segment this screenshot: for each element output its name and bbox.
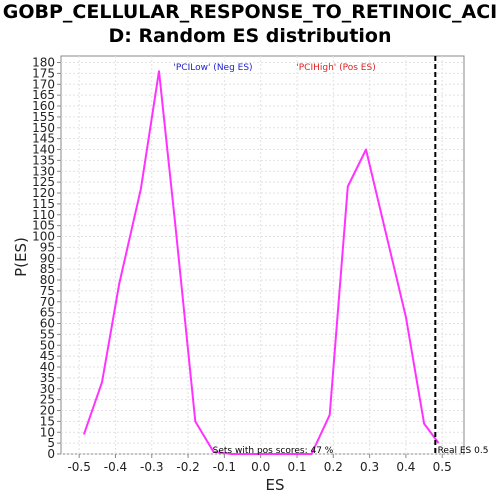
y-tick-label: 110 [32, 208, 55, 222]
x-tick-label: 0.2 [324, 460, 343, 474]
y-tick-label: 30 [40, 382, 55, 396]
pos-es-label: 'PCIHigh' (Pos ES) [296, 63, 375, 73]
y-tick-label: 0 [47, 447, 55, 461]
y-tick-label: 45 [40, 349, 55, 363]
plot-area [60, 55, 465, 455]
y-tick-label: 25 [40, 393, 55, 407]
y-tick-label: 20 [40, 404, 55, 418]
x-tick-label: 0.0 [251, 460, 270, 474]
y-tick-label: 40 [40, 360, 55, 374]
x-axis-ticks: -0.5 -0.4 -0.3 -0.2 -0.1 0.0 0.1 0.2 0.3 0.4 0.5 [67, 454, 452, 474]
series-group [82, 70, 440, 455]
es-distribution-line [82, 70, 440, 455]
y-tick-label: 10 [40, 425, 55, 439]
y-tick-label: 165 [32, 88, 55, 102]
x-tick-label: -0.2 [176, 460, 199, 474]
y-axis-label: P(ES) [12, 237, 30, 277]
y-tick-label: 35 [40, 371, 55, 385]
y-tick-label: 70 [40, 295, 55, 309]
y-tick-label: 115 [32, 197, 55, 211]
x-tick-label: 0.5 [433, 460, 452, 474]
y-tick-label: 125 [32, 175, 55, 189]
y-tick-label: 55 [40, 327, 55, 341]
x-tick-label: 0.1 [287, 460, 306, 474]
y-tick-label: 50 [40, 338, 55, 352]
y-tick-label: 5 [47, 436, 55, 450]
chart-title-line-2: D: Random ES distribution [108, 25, 392, 47]
x-tick-label: 0.4 [396, 460, 415, 474]
y-tick-label: 175 [32, 66, 55, 80]
y-tick-label: 170 [32, 77, 55, 91]
y-tick-label: 80 [40, 273, 55, 287]
y-tick-label: 120 [32, 186, 55, 200]
x-axis-label: ES [266, 476, 285, 494]
y-axis-ticks: 0510152025303540455055606570758085909510… [32, 56, 61, 461]
x-tick-label: 0.3 [360, 460, 379, 474]
x-tick-label: -0.4 [104, 460, 127, 474]
y-tick-label: 130 [32, 164, 55, 178]
y-tick-label: 160 [32, 99, 55, 113]
x-tick-label: -0.3 [140, 460, 163, 474]
x-tick-label: -0.1 [213, 460, 236, 474]
real-es-label: Real ES 0.5 [438, 446, 489, 456]
y-tick-label: 140 [32, 143, 55, 157]
y-tick-label: 150 [32, 121, 55, 135]
y-tick-label: 135 [32, 153, 55, 167]
x-tick-label: -0.5 [67, 460, 90, 474]
y-tick-label: 75 [40, 284, 55, 298]
y-tick-label: 100 [32, 230, 55, 244]
y-tick-label: 105 [32, 219, 55, 233]
chart-title-line-1: GOBP_CELLULAR_RESPONSE_TO_RETINOIC_ACI [2, 1, 498, 23]
y-tick-label: 90 [40, 251, 55, 265]
y-tick-label: 15 [40, 414, 55, 428]
y-tick-label: 180 [32, 56, 55, 70]
chart-title: GOBP_CELLULAR_RESPONSE_TO_RETINOIC_ACI D… [0, 0, 500, 48]
grid-lines [61, 56, 464, 455]
y-tick-label: 155 [32, 110, 55, 124]
y-tick-label: 95 [40, 240, 55, 254]
pos-scores-label: Sets with pos scores: 47 % [213, 446, 334, 456]
y-tick-label: 85 [40, 262, 55, 276]
y-tick-label: 60 [40, 317, 55, 331]
y-tick-label: 65 [40, 306, 55, 320]
neg-es-label: 'PCILow' (Neg ES) [173, 63, 252, 73]
y-tick-label: 145 [32, 132, 55, 146]
